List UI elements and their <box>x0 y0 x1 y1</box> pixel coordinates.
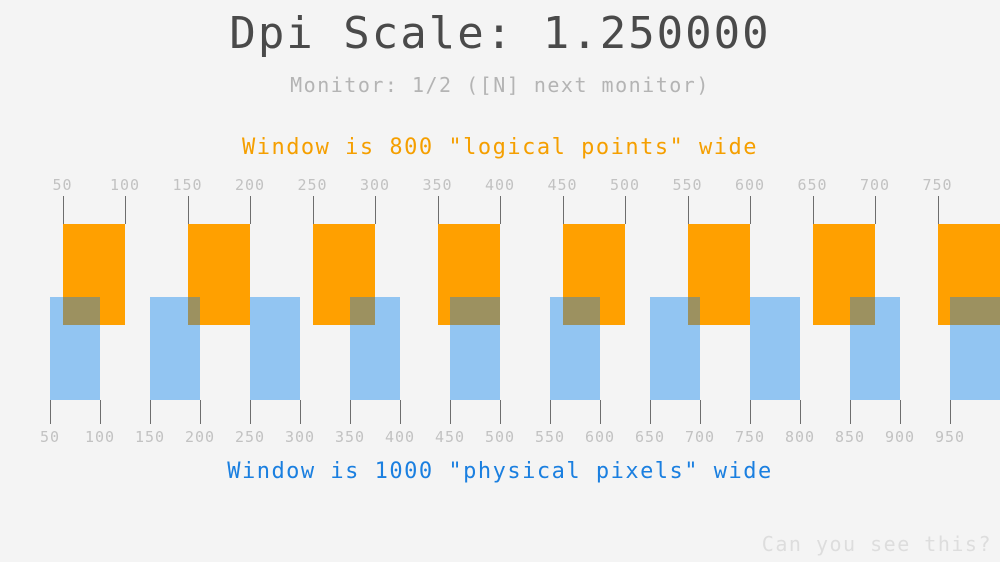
bar-overlap-region <box>687 297 700 325</box>
logical-tick-line <box>625 196 626 224</box>
physical-tick-label: 700 <box>684 428 716 446</box>
monitor-status: Monitor: 1/2 ([N] next monitor) <box>290 73 710 97</box>
physical-tick-line <box>450 400 451 424</box>
physical-tick-line <box>50 400 51 424</box>
physical-tick-label: 750 <box>734 428 766 446</box>
logical-tick-label: 650 <box>797 176 828 194</box>
logical-tick-line <box>875 196 876 224</box>
logical-points-caption: Window is 800 "logical points" wide <box>241 135 759 160</box>
logical-tick-line <box>812 196 814 224</box>
logical-tick-label: 600 <box>734 176 766 194</box>
physical-tick-label: 250 <box>234 428 266 446</box>
logical-tick-line <box>62 196 64 224</box>
physical-tick-line <box>800 400 801 424</box>
physical-tick-line <box>700 400 701 424</box>
logical-tick-line <box>562 196 564 224</box>
bar-overlap-region <box>562 297 600 325</box>
logical-tick-line <box>687 196 689 224</box>
page-title: Dpi Scale: 1.250000 <box>229 8 771 59</box>
physical-tick-line <box>100 400 101 424</box>
physical-tick-label: 450 <box>434 428 466 446</box>
physical-tick-label: 500 <box>484 428 516 446</box>
physical-tick-line <box>500 400 501 424</box>
physical-tick-line <box>400 400 401 424</box>
physical-tick-line <box>750 400 751 424</box>
logical-tick-line <box>312 196 314 224</box>
logical-tick-label: 50 <box>52 176 73 194</box>
legibility-note: Can you see this? <box>761 532 992 556</box>
logical-tick-label: 350 <box>422 176 453 194</box>
physical-tick-label: 600 <box>584 428 616 446</box>
bar-overlap-region <box>450 297 500 325</box>
logical-tick-label: 100 <box>109 176 141 194</box>
bar-overlap-region <box>187 297 200 325</box>
physical-tick-line <box>300 400 301 424</box>
physical-tick-label: 550 <box>534 428 566 446</box>
logical-tick-label: 300 <box>359 176 391 194</box>
logical-tick-line <box>125 196 126 224</box>
physical-tick-label: 200 <box>184 428 216 446</box>
logical-tick-line <box>500 196 501 224</box>
physical-tick-label: 650 <box>634 428 666 446</box>
physical-tick-label: 100 <box>84 428 116 446</box>
physical-tick-line <box>900 400 901 424</box>
logical-tick-label: 200 <box>234 176 266 194</box>
physical-tick-label: 350 <box>334 428 366 446</box>
bar-overlap-region <box>350 297 375 325</box>
physical-tick-label: 50 <box>39 428 61 446</box>
logical-tick-label: 700 <box>859 176 891 194</box>
physical-tick-line <box>650 400 651 424</box>
logical-tick-label: 250 <box>297 176 328 194</box>
physical-pixels-caption: Window is 1000 "physical pixels" wide <box>227 459 773 484</box>
logical-tick-label: 550 <box>672 176 703 194</box>
physical-tick-line <box>250 400 251 424</box>
bar-overlap-region <box>950 297 1000 325</box>
physical-tick-line <box>150 400 151 424</box>
logical-tick-line <box>375 196 376 224</box>
physical-tick-line <box>600 400 601 424</box>
logical-tick-line <box>250 196 251 224</box>
physical-tick-label: 850 <box>834 428 866 446</box>
bar-overlap-region <box>850 297 875 325</box>
physical-tick-label: 950 <box>934 428 966 446</box>
bar-overlap-region <box>62 297 100 325</box>
physical-tick-label: 900 <box>884 428 916 446</box>
physical-tick-line <box>950 400 951 424</box>
logical-tick-label: 400 <box>484 176 516 194</box>
physical-pixel-bar <box>250 297 300 400</box>
physical-tick-label: 150 <box>134 428 166 446</box>
logical-tick-line <box>187 196 189 224</box>
logical-tick-line <box>437 196 439 224</box>
logical-tick-line <box>937 196 939 224</box>
physical-tick-line <box>350 400 351 424</box>
physical-pixel-bar <box>750 297 800 400</box>
logical-tick-label: 500 <box>609 176 641 194</box>
physical-tick-label: 800 <box>784 428 816 446</box>
logical-tick-line <box>750 196 751 224</box>
physical-tick-line <box>550 400 551 424</box>
physical-tick-label: 300 <box>284 428 316 446</box>
physical-tick-label: 400 <box>384 428 416 446</box>
logical-tick-label: 450 <box>547 176 578 194</box>
physical-tick-line <box>200 400 201 424</box>
logical-tick-label: 150 <box>172 176 203 194</box>
logical-tick-label: 750 <box>922 176 953 194</box>
physical-tick-line <box>850 400 851 424</box>
